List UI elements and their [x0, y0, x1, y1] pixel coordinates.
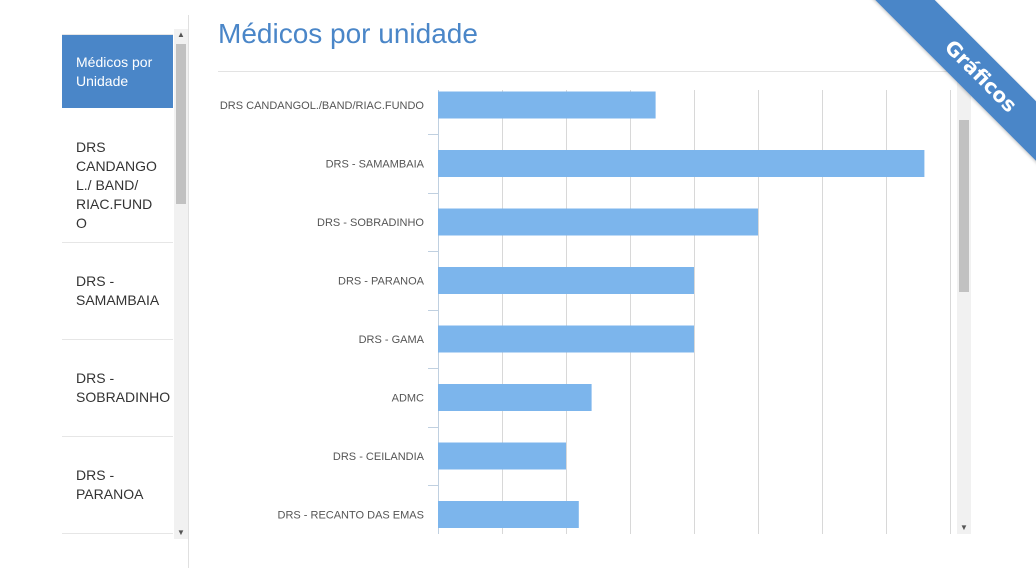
- sidebar-nav: Médicos por Unidade DRS CANDANGOL./ BAND…: [62, 15, 188, 540]
- category-label: DRS - SAMAMBAIA: [326, 159, 425, 171]
- category-label: DRS - CEILANDIA: [333, 451, 425, 463]
- scroll-down-icon[interactable]: ▼: [177, 528, 185, 537]
- sidebar-top-spacer: [62, 15, 173, 35]
- bar[interactable]: [438, 150, 925, 177]
- sidebar-item-label: DRS - SOBRADINHO: [76, 370, 171, 405]
- sidebar-list: Médicos por Unidade DRS CANDANGOL./ BAND…: [62, 15, 173, 534]
- category-label: DRS - PARANOA: [338, 276, 425, 288]
- scroll-up-icon[interactable]: ▲: [177, 30, 185, 39]
- chart-svg: DRS CANDANGOL./BAND/RIAC.FUNDO DRS - SAMA…: [220, 90, 951, 534]
- bar[interactable]: [438, 267, 694, 294]
- bar[interactable]: [438, 442, 566, 470]
- sidebar-item-medicos-por-unidade[interactable]: Médicos por Unidade: [62, 35, 173, 108]
- category-label: DRS CANDANGOL./BAND/RIAC.FUNDO: [220, 100, 425, 112]
- title-divider: [218, 71, 958, 72]
- bar[interactable]: [438, 91, 656, 119]
- bar[interactable]: [438, 208, 758, 236]
- chart-scrollbar[interactable]: ▼: [957, 78, 971, 534]
- sidebar-item-drs-sobradinho[interactable]: DRS - SOBRADINHO: [62, 340, 173, 437]
- sidebar-scrollbar[interactable]: ▲ ▼: [174, 29, 188, 539]
- category-label: DRS - RECANTO DAS EMAS: [278, 510, 425, 522]
- bar[interactable]: [438, 384, 592, 411]
- bar-chart: DRS CANDANGOL./BAND/RIAC.FUNDO DRS - SAMA…: [210, 78, 960, 534]
- chart-scroll-thumb[interactable]: [959, 120, 969, 292]
- sidebar-item-label: DRS - SAMAMBAIA: [76, 273, 160, 308]
- sidebar-scroll-thumb[interactable]: [176, 44, 186, 204]
- bar[interactable]: [438, 325, 694, 353]
- sidebar-item-drs-paranoa[interactable]: DRS - PARANOA: [62, 437, 173, 534]
- sidebar-item-label: DRS CANDANGOL./ BAND/ RIAC.FUNDO: [76, 138, 157, 231]
- category-label: DRS - SOBRADINHO: [317, 217, 424, 229]
- category-label: ADMC: [392, 393, 424, 405]
- category-label: DRS - GAMA: [359, 334, 425, 346]
- bar[interactable]: [438, 501, 579, 528]
- sidebar-item-drs-candangol[interactable]: DRS CANDANGOL./ BAND/ RIAC.FUNDO: [62, 108, 173, 243]
- sidebar-item-label: DRS - PARANOA: [76, 467, 144, 502]
- scroll-down-icon[interactable]: ▼: [960, 523, 968, 532]
- sidebar-item-drs-samambaia[interactable]: DRS - SAMAMBAIA: [62, 243, 173, 340]
- page-title: Médicos por unidade: [218, 18, 478, 49]
- sidebar-divider: [188, 15, 189, 568]
- sidebar-item-label: Médicos por Unidade: [76, 53, 153, 89]
